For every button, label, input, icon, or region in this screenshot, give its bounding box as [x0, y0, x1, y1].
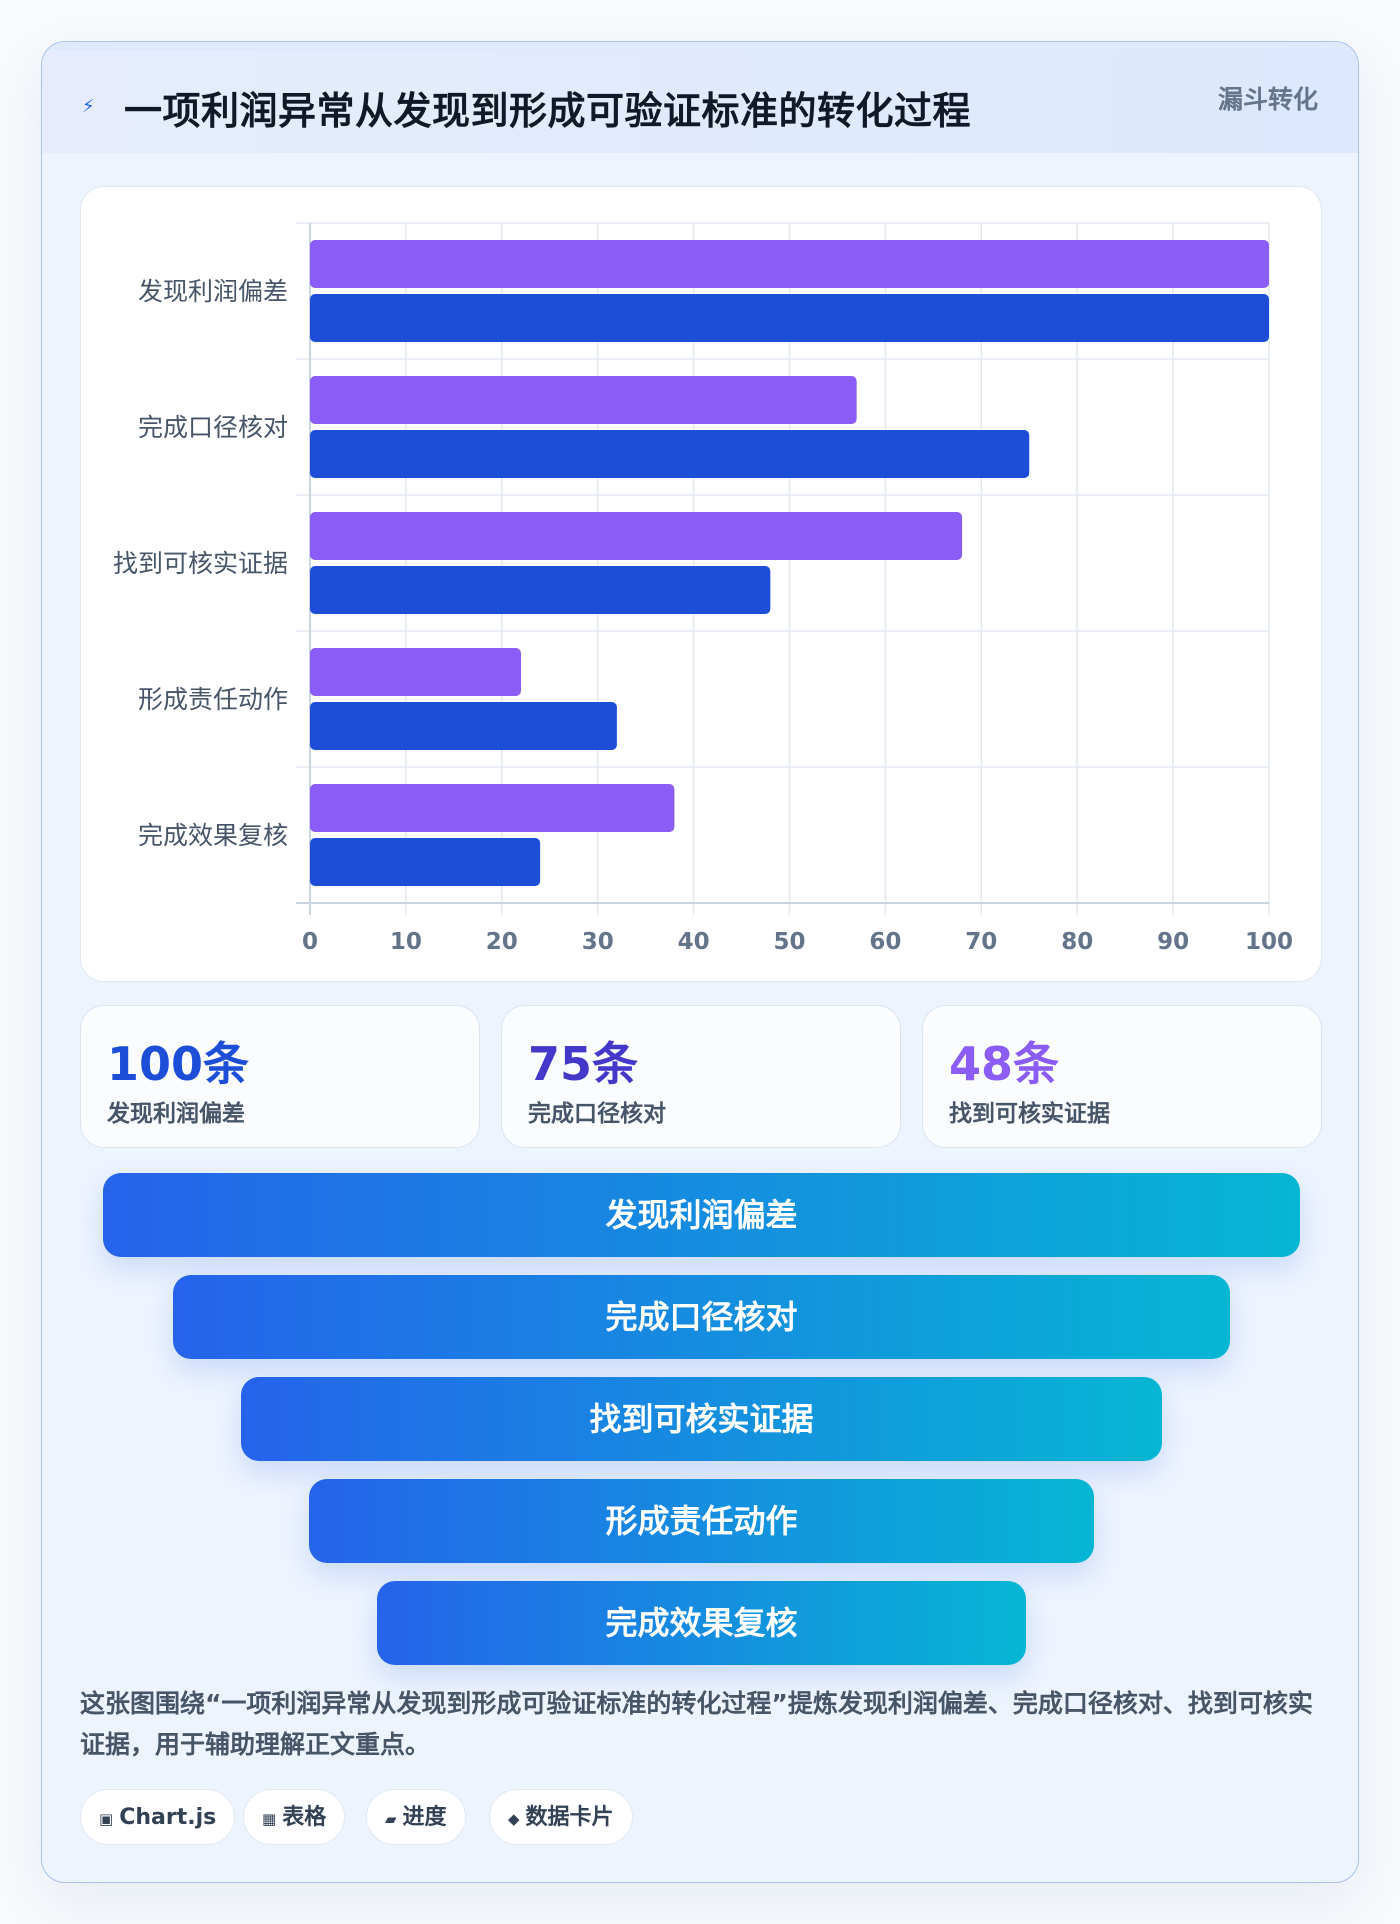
- funnel-stage: 发现利润偏差: [103, 1173, 1300, 1257]
- card-header: ⚡ 一项利润异常从发现到形成可验证标准的转化过程 漏斗转化: [42, 42, 1358, 153]
- progress-bar-icon: ▰: [385, 1810, 397, 1828]
- funnel-stage: 完成效果复核: [377, 1581, 1026, 1665]
- chip-label: Chart.js: [119, 1805, 217, 1830]
- chip-label: 数据卡片: [525, 1805, 614, 1830]
- bar-chart-panel: 发现利润偏差 完成口径核对找到可核实证据形成责任动作 完成效果复核 0 10 20 30 40…: [80, 186, 1322, 982]
- bar: [310, 430, 1030, 478]
- stat-cards: 100条 发现利润偏差 75条 完成口径核对 48条 找到可核实证据: [80, 1005, 1322, 1148]
- x-tick-label: 30: [582, 929, 614, 955]
- stat-value: 100条: [107, 1037, 250, 1091]
- bar: [310, 838, 541, 886]
- x-tick-label: 90: [1157, 929, 1189, 955]
- bolt-icon: ⚡: [82, 96, 95, 117]
- x-tick-label: 10: [390, 929, 422, 955]
- x-tick-label: 50: [773, 929, 805, 955]
- stat-value: 75条: [528, 1037, 639, 1091]
- tag-chip[interactable]: ▦ 表格: [243, 1789, 346, 1845]
- x-tick-label: 20: [486, 929, 518, 955]
- stat-label: 发现利润偏差: [107, 1101, 245, 1127]
- category-label: 发现利润偏差: [138, 277, 288, 306]
- chart-type-badge: 漏斗转化: [1217, 85, 1318, 114]
- funnel-stage: 完成口径核对: [173, 1275, 1230, 1359]
- tag-chip[interactable]: ▣ Chart.js: [80, 1789, 236, 1845]
- funnel-stage: 找到可核实证据: [241, 1377, 1162, 1461]
- stat-card: 100条 发现利润偏差: [80, 1005, 480, 1148]
- category-label: 找到可核实证据: [113, 549, 288, 578]
- bar: [310, 648, 521, 696]
- chip-label: 表格: [282, 1805, 327, 1830]
- diamond-icon: ◆: [508, 1810, 520, 1828]
- bar: [310, 702, 617, 750]
- bar: [310, 294, 1269, 342]
- chart-description: 这张图围绕“一项利润异常从发现到形成可验证标准的转化过程”提炼发现利润偏差、完成…: [80, 1689, 1313, 1759]
- x-tick-label: 40: [678, 929, 710, 955]
- funnel-stage: 形成责任动作: [309, 1479, 1094, 1563]
- page-title: 一项利润异常从发现到形成可验证标准的转化过程: [124, 89, 972, 133]
- infographic-card: ⚡ 一项利润异常从发现到形成可验证标准的转化过程 漏斗转化 发现利润偏差 完成口径…: [41, 41, 1359, 1883]
- tag-chip[interactable]: ◆ 数据卡片: [489, 1789, 633, 1845]
- stat-value: 48条: [949, 1037, 1060, 1091]
- x-tick-label: 80: [1061, 929, 1093, 955]
- chip-box-icon: ▣: [99, 1810, 114, 1828]
- stat-label: 找到可核实证据: [949, 1101, 1110, 1127]
- bar: [310, 376, 857, 424]
- bar: [310, 240, 1269, 288]
- bar: [310, 566, 771, 614]
- x-tick-label: 0: [302, 929, 318, 955]
- category-label: 完成效果复核: [138, 821, 288, 850]
- stat-label: 完成口径核对: [528, 1101, 666, 1127]
- category-label: 完成口径核对: [138, 413, 288, 442]
- stat-card: 48条 找到可核实证据: [922, 1005, 1322, 1148]
- category-label: 形成责任动作: [138, 685, 288, 714]
- bar: [310, 512, 963, 560]
- chip-label: 进度: [402, 1805, 447, 1830]
- x-tick-label: 70: [965, 929, 997, 955]
- stat-card: 75条 完成口径核对: [501, 1005, 901, 1148]
- tag-chip[interactable]: ▰ 进度: [366, 1789, 466, 1845]
- x-tick-label: 100: [1245, 929, 1293, 955]
- x-tick-label: 60: [869, 929, 901, 955]
- table-grid-icon: ▦: [262, 1810, 277, 1828]
- bar: [310, 784, 675, 832]
